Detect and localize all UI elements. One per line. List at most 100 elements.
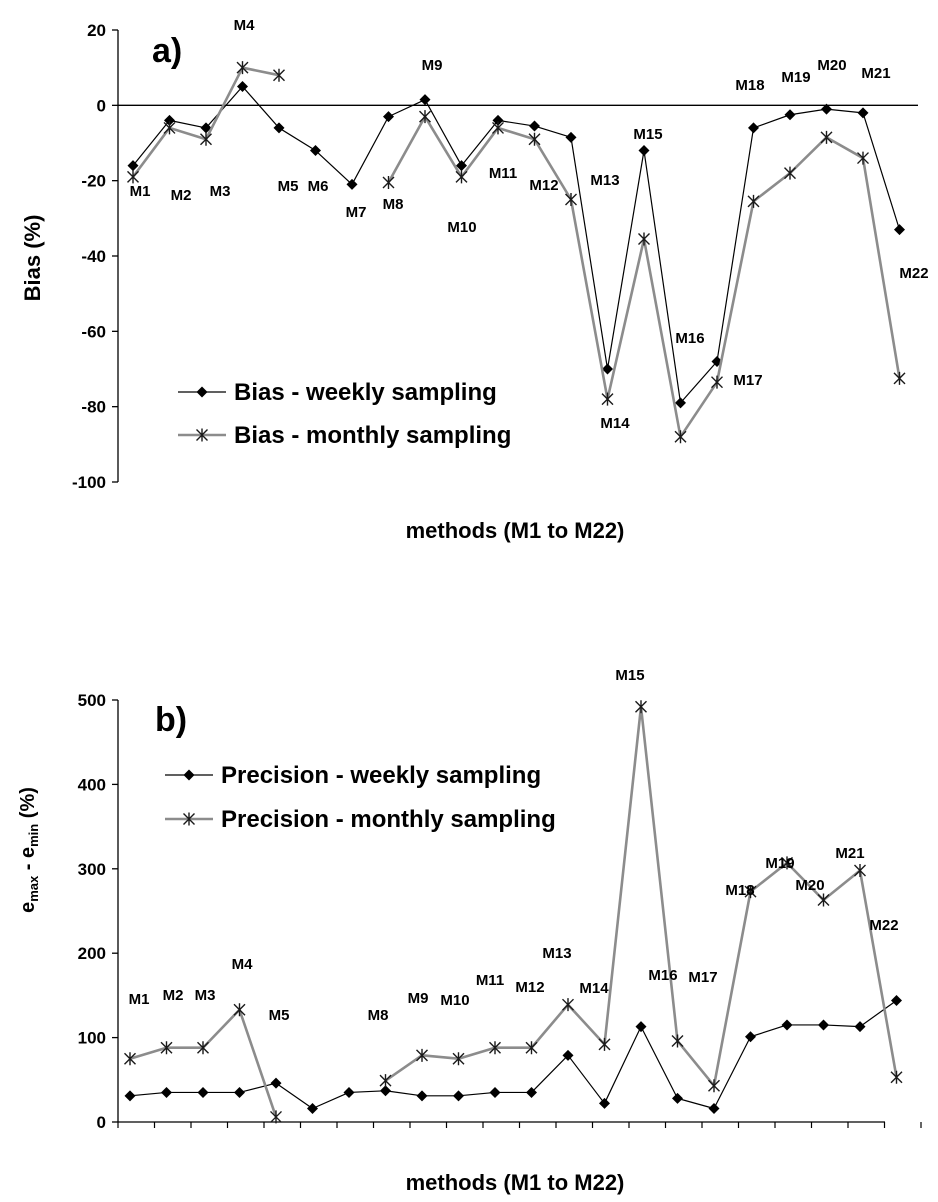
chart-b-legend-label: Precision - weekly sampling xyxy=(221,762,541,789)
chart-a-point-labels: M1 M2 M3 M4 M5 M6 M7 M8 M9 M10 M11 M12 M13 M14 M15 M16 M… xyxy=(130,17,929,432)
chart-a-series-0-point xyxy=(638,145,650,157)
chart-a-point-label: M12 xyxy=(529,177,558,194)
chart-b-y-title: emax - emin (%) xyxy=(17,787,41,913)
chart-a-point-label: M18 xyxy=(735,77,764,94)
chart-a-series-0-point xyxy=(784,109,796,121)
chart-a-series-1-line xyxy=(131,66,280,178)
chart-a-y-title: Bias (%) xyxy=(20,215,45,302)
chart-b-legend-marker xyxy=(183,812,195,826)
chart-a-series-0-point xyxy=(419,94,431,106)
chart-a-series-1-point xyxy=(382,176,395,190)
chart-b-series-0-point xyxy=(197,1086,209,1098)
chart-a-series-0-point xyxy=(529,120,540,132)
chart-b-series-0-point xyxy=(526,1086,537,1098)
chart-a-series-1-point xyxy=(419,110,431,124)
chart-b-y-tick-label: 300 xyxy=(78,860,106,879)
chart-b-point-labels: M1 M2 M3 M4 M5 M8 M9 M10 M11 M12 M13 M14 M15 M16 M17 M1… xyxy=(129,667,899,1024)
chart-a-series-0-point xyxy=(164,114,175,126)
chart-b-y-title-tail: (%) xyxy=(17,787,39,824)
chart-b-y-title-sub1: max xyxy=(26,875,41,902)
chart-b-series-0-point xyxy=(124,1090,136,1102)
chart-a-y-tick-label: -60 xyxy=(81,322,106,341)
chart-a-point-label: M10 xyxy=(447,219,476,236)
chart-a-point-label: M14 xyxy=(600,415,630,432)
chart-b-point-label: M9 xyxy=(408,990,429,1007)
chart-b: 500 400 300 200 100 0 M1 M2 M3 M4 M5 M8 M9 M10 M11 M12… xyxy=(17,667,922,1195)
chart-b-point-label: M15 xyxy=(615,667,644,684)
chart-a-point-label: M19 xyxy=(781,69,810,86)
chart-b-series xyxy=(124,700,903,1124)
chart-a-point-label: M3 xyxy=(210,183,231,200)
chart-a-y-tick-label: -40 xyxy=(81,247,106,266)
chart-b-legend-label: Precision - monthly sampling xyxy=(221,806,556,833)
chart-a-series-1-point xyxy=(820,130,833,144)
chart-b-axes: 500 400 300 200 100 0 xyxy=(78,691,922,1132)
chart-b-y-tick-label: 400 xyxy=(78,775,106,794)
chart-b-series-0-point xyxy=(854,1021,866,1033)
chart-a-series-1-point xyxy=(747,194,760,208)
chart-a-series-1-point xyxy=(711,375,723,389)
chart-a-series-1-point xyxy=(638,232,650,246)
chart-a-legend-marker xyxy=(196,386,208,398)
chart-b-series-1-point xyxy=(197,1041,209,1055)
chart-b-series-1-point xyxy=(525,1041,538,1055)
chart-a-series-0-line xyxy=(132,85,901,404)
chart-b-series-1-point xyxy=(489,1041,501,1055)
chart-a-panel-label: a) xyxy=(152,32,182,70)
chart-b-series-0-point xyxy=(234,1086,245,1098)
chart-a-point-label: M17 xyxy=(733,372,762,389)
chart-a-series-1-point xyxy=(127,170,139,184)
chart-b-series-1-point xyxy=(817,893,830,907)
chart-b-series-1-point xyxy=(562,998,574,1012)
chart-b-series-0-point xyxy=(270,1077,282,1089)
chart-a-series-0-point xyxy=(456,160,467,172)
chart-a-series-0-point xyxy=(565,131,577,143)
chart-a-point-label: M15 xyxy=(633,126,662,143)
chart-b-point-label: M16 xyxy=(648,967,677,984)
chart-a-point-label: M20 xyxy=(817,57,846,74)
chart-b-series-1-point xyxy=(671,1034,684,1048)
chart-b-point-label: M21 xyxy=(835,845,864,862)
chart-a-point-label: M1 xyxy=(130,183,151,200)
chart-b-legend: Precision - weekly sampling Precision - m… xyxy=(165,762,556,833)
chart-b-point-label: M17 xyxy=(688,969,717,986)
chart-b-series-1-point xyxy=(598,1037,611,1051)
chart-b-point-label: M14 xyxy=(579,980,609,997)
chart-a-series-0-point xyxy=(492,114,504,126)
chart-a-series-1-point xyxy=(857,151,869,165)
chart-b-series-0-line xyxy=(129,999,897,1110)
chart-b-series-1-point xyxy=(854,863,866,877)
chart-b-y-tick-label: 500 xyxy=(78,691,106,710)
chart-b-series-0-point xyxy=(708,1102,720,1114)
chart-a-series-1-point xyxy=(236,61,249,75)
chart-b-y-title-sub2: min xyxy=(26,824,41,847)
chart-a-x-title: methods (M1 to M22) xyxy=(406,518,625,543)
chart-a-series-1-point xyxy=(200,132,212,146)
chart-a-legend-label: Bias - monthly sampling xyxy=(234,422,511,449)
chart-b-legend-marker xyxy=(183,769,195,781)
chart-b-point-label: M4 xyxy=(232,956,253,973)
chart-b-series-0-point xyxy=(818,1019,829,1031)
chart-a-series-1-point xyxy=(492,121,504,135)
chart-b-point-label: M18 xyxy=(725,882,754,899)
chart-a-y-tick-label: 20 xyxy=(87,21,106,40)
chart-a-legend-label: Bias - weekly sampling xyxy=(234,379,497,406)
chart-b-y-title-mid: - e xyxy=(17,847,39,876)
chart-b-series-0-point xyxy=(453,1090,464,1102)
chart-b-point-label: M19 xyxy=(765,855,794,872)
chart-a-series-0-point xyxy=(894,224,905,236)
chart-b-point-label: M8 xyxy=(368,1007,389,1024)
chart-a-point-label: M22 xyxy=(899,265,928,282)
chart-b-point-label: M10 xyxy=(440,992,469,1009)
chart-a-point-label: M16 xyxy=(675,330,704,347)
chart-a-series-1-point xyxy=(163,121,176,135)
chart-b-series-1-point xyxy=(160,1041,173,1055)
chart-b-series-0-point xyxy=(380,1085,391,1097)
chart-a-series-1-point xyxy=(273,68,285,82)
chart-a-series-0-point xyxy=(857,107,869,119)
chart-b-point-label: M22 xyxy=(869,917,898,934)
chart-a-legend: Bias - weekly sampling Bias - monthly sam… xyxy=(178,379,511,449)
chart-a-series-0-point xyxy=(310,145,321,157)
chart-b-series-0-point xyxy=(745,1031,756,1043)
